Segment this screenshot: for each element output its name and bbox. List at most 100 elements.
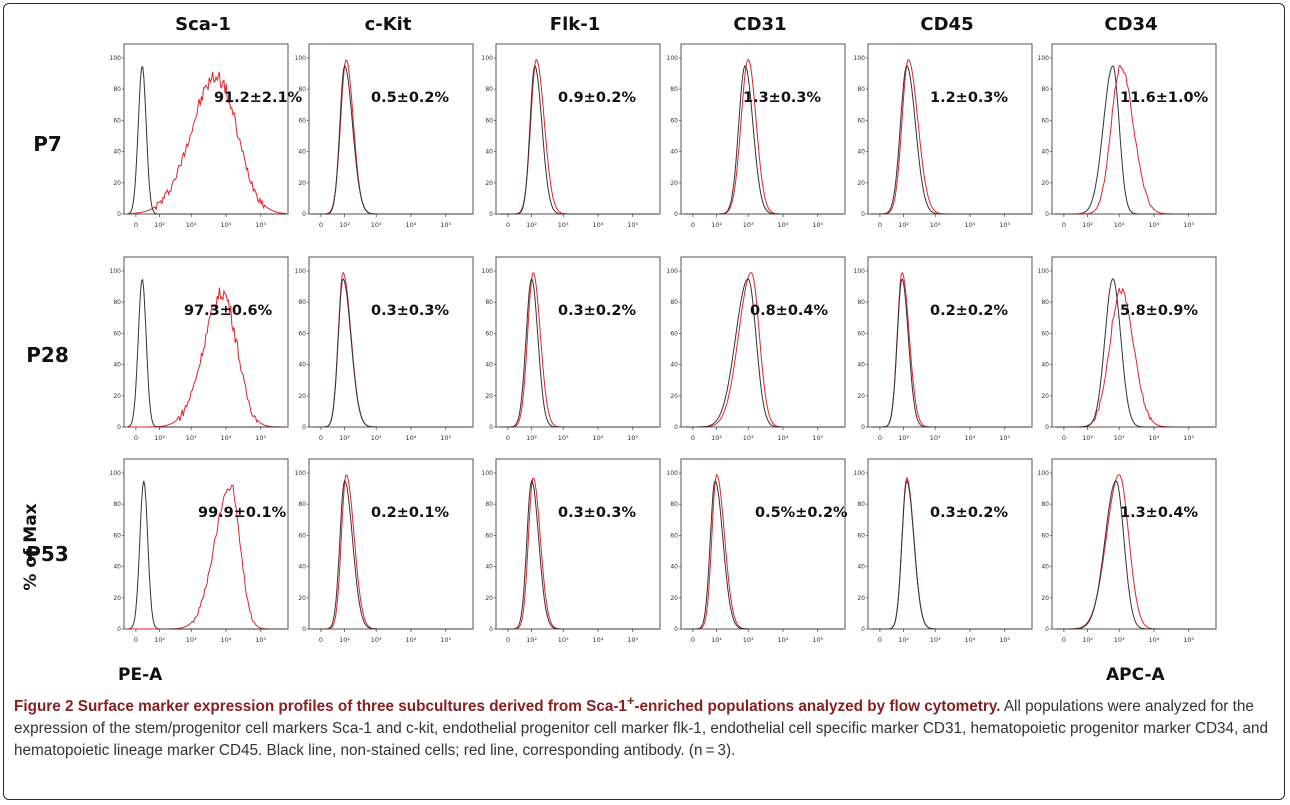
y-tick-label: 100 xyxy=(110,55,122,62)
control-curve xyxy=(872,278,1030,428)
histogram-plot: 0 20 40 60 80 100 0 10² 10³ 10⁴ 10⁵ xyxy=(1038,43,1217,229)
y-tick-label: 0 xyxy=(1045,424,1049,431)
y-tick-label: 20 xyxy=(1041,595,1049,602)
x-tick-label: 10³ xyxy=(743,434,754,442)
stained-curve xyxy=(1056,473,1214,630)
percentage-label: 99.9±0.1% xyxy=(198,505,287,521)
x-tick-label: 0 xyxy=(319,636,323,644)
histogram-plot: 0 20 40 60 80 100 0 10² 10³ 10⁴ 10⁵ xyxy=(110,256,289,442)
x-tick-label: 0 xyxy=(691,434,695,442)
percentage-label: 1.3±0.3% xyxy=(743,90,822,106)
stained-curve xyxy=(500,272,658,428)
y-tick-label: 0 xyxy=(302,626,306,633)
y-tick-label: 60 xyxy=(485,117,493,124)
x-tick-label: 10² xyxy=(898,636,909,644)
stained-curve xyxy=(500,58,658,215)
y-tick-label: 80 xyxy=(113,299,121,306)
y-tick-label: 80 xyxy=(1041,299,1049,306)
histogram-p7-sca-1: 0 20 40 60 80 100 0 10² 10³ 10⁴ 10⁵ 91.2±2.1% xyxy=(110,42,302,242)
x-tick-label: 10⁴ xyxy=(965,434,976,442)
histogram-p53-flk-1: 0 20 40 60 80 100 0 10² 10³ 10⁴ 10⁵ 0.3±0.3% xyxy=(482,457,661,657)
x-tick-label: 10⁵ xyxy=(627,636,638,644)
stained-curve xyxy=(872,271,1030,428)
percentage-label: 11.6±1.0% xyxy=(1120,90,1209,106)
y-tick-label: 20 xyxy=(670,595,678,602)
histogram-plot: 0 20 40 60 80 100 0 10² 10³ 10⁴ 10⁵ xyxy=(667,43,846,229)
x-tick-label: 10² xyxy=(711,434,722,442)
control-curve xyxy=(872,479,1030,630)
column-header-flk-1: Flk-1 xyxy=(549,14,601,35)
y-tick-label: 80 xyxy=(113,86,121,93)
x-tick-label: 0 xyxy=(1062,434,1066,442)
y-tick-label: 20 xyxy=(298,393,306,400)
y-tick-label: 0 xyxy=(861,424,865,431)
x-tick-label: 10³ xyxy=(930,636,941,644)
y-tick-label: 20 xyxy=(298,180,306,187)
y-tick-label: 0 xyxy=(861,626,865,633)
percentage-label: 5.8±0.9% xyxy=(1120,303,1199,319)
x-tick-label: 10² xyxy=(526,434,537,442)
x-tick-label: 10² xyxy=(339,221,350,229)
y-tick-label: 20 xyxy=(298,595,306,602)
histogram-p7-cd31: 0 20 40 60 80 100 0 10² 10³ 10⁴ 10⁵ 1.3±0.3% xyxy=(667,42,846,242)
y-tick-label: 60 xyxy=(670,330,678,337)
figure-frame xyxy=(3,3,1285,800)
row-header-p7: P7 xyxy=(33,132,62,156)
histogram-p7-cd45: 0 20 40 60 80 100 0 10² 10³ 10⁴ 10⁵ 1.2±0.3% xyxy=(854,42,1033,242)
x-tick-label: 10² xyxy=(1082,636,1093,644)
plot-frame xyxy=(1051,458,1217,630)
x-tick-label: 10⁵ xyxy=(1183,434,1194,442)
figure-caption: Figure 2 Surface marker expression profi… xyxy=(14,690,1276,762)
plot-frame xyxy=(1051,256,1217,428)
x-tick-label: 10² xyxy=(339,636,350,644)
x-tick-label: 10³ xyxy=(930,221,941,229)
y-tick-label: 40 xyxy=(298,362,306,369)
x-tick-label: 10³ xyxy=(371,434,382,442)
histogram-plot: 0 20 40 60 80 100 0 10² 10³ 10⁴ 10⁵ xyxy=(854,256,1033,442)
control-curve xyxy=(872,64,1030,215)
y-tick-label: 80 xyxy=(485,299,493,306)
row-header-p53: P53 xyxy=(26,542,69,566)
control-curve xyxy=(1056,278,1214,428)
y-tick-label: 100 xyxy=(854,268,866,275)
y-tick-label: 60 xyxy=(857,532,865,539)
histogram-p28-cd31: 0 20 40 60 80 100 0 10² 10³ 10⁴ 10⁵ 0.8±0.4% xyxy=(667,255,846,455)
y-tick-label: 40 xyxy=(485,362,493,369)
percentage-label: 1.2±0.3% xyxy=(930,90,1009,106)
column-header-cd34: CD34 xyxy=(1104,14,1158,35)
y-tick-label: 40 xyxy=(670,362,678,369)
y-tick-label: 0 xyxy=(117,626,121,633)
x-tick-label: 10⁵ xyxy=(440,221,451,229)
x-axis-label-pe: PE-A xyxy=(118,665,163,685)
histogram-plot: 0 20 40 60 80 100 0 10² 10³ 10⁴ 10⁵ xyxy=(1038,458,1217,644)
x-tick-label: 10² xyxy=(1082,434,1093,442)
y-tick-label: 60 xyxy=(298,532,306,539)
x-tick-label: 10⁴ xyxy=(1149,221,1160,229)
y-tick-label: 40 xyxy=(113,149,121,156)
x-tick-label: 0 xyxy=(319,434,323,442)
caption-body: All populations were analyzed for the ex… xyxy=(14,698,1269,760)
stained-curve xyxy=(1056,65,1214,215)
x-tick-label: 10³ xyxy=(743,636,754,644)
histogram-p7-c-kit: 0 20 40 60 80 100 0 10² 10³ 10⁴ 10⁵ 0.5±0.2% xyxy=(295,42,474,242)
histogram-p28-flk-1: 0 20 40 60 80 100 0 10² 10³ 10⁴ 10⁵ 0.3±0.2% xyxy=(482,255,661,455)
y-tick-label: 20 xyxy=(113,180,121,187)
x-tick-label: 10⁴ xyxy=(965,636,976,644)
x-tick-label: 10⁵ xyxy=(812,221,823,229)
y-tick-label: 0 xyxy=(489,424,493,431)
control-curve xyxy=(1056,65,1214,215)
row-header-p28: P28 xyxy=(26,343,69,367)
x-tick-label: 10³ xyxy=(1114,221,1125,229)
histogram-p53-c-kit: 0 20 40 60 80 100 0 10² 10³ 10⁴ 10⁵ 0.2±0.1% xyxy=(295,457,474,657)
y-tick-label: 20 xyxy=(113,393,121,400)
x-tick-label: 10⁴ xyxy=(221,221,232,229)
x-tick-label: 10⁴ xyxy=(778,636,789,644)
stained-curve xyxy=(313,271,471,428)
y-tick-label: 80 xyxy=(1041,501,1049,508)
y-tick-label: 40 xyxy=(857,149,865,156)
histogram-p28-cd34: 0 20 40 60 80 100 0 10² 10³ 10⁴ 10⁵ 5.8±0.9% xyxy=(1038,255,1217,455)
y-tick-label: 0 xyxy=(302,424,306,431)
histogram-p53-cd45: 0 20 40 60 80 100 0 10² 10³ 10⁴ 10⁵ 0.3±0.2% xyxy=(854,457,1033,657)
x-tick-label: 10⁴ xyxy=(406,221,417,229)
y-axis-label: % of Max xyxy=(21,503,41,591)
